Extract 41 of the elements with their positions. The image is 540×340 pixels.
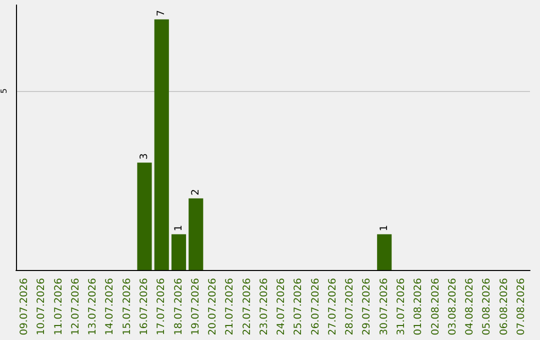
data-label: 3 xyxy=(139,153,150,160)
x-tick-label: 28.07.2026 xyxy=(344,278,356,336)
x-tick-label: 27.07.2026 xyxy=(327,278,338,336)
bar xyxy=(171,234,186,270)
bar xyxy=(154,19,169,270)
x-tick-label: 21.07.2026 xyxy=(224,278,236,336)
x-tick-label: 13.07.2026 xyxy=(88,278,99,336)
x-tick-label: 09.07.2026 xyxy=(19,278,30,336)
data-label: 7 xyxy=(156,10,168,16)
x-tick-label: 24.07.2026 xyxy=(276,278,288,336)
x-tick-label: 01.08.2026 xyxy=(413,278,424,336)
x-tick-label: 18.07.2026 xyxy=(173,278,184,336)
x-tick-label: 30.07.2026 xyxy=(378,278,390,336)
bar xyxy=(188,198,204,270)
x-tick-label: 10.07.2026 xyxy=(36,278,48,336)
x-tick-label: 26.07.2026 xyxy=(310,278,322,336)
data-label: 1 xyxy=(173,224,184,232)
y-tick-label: 5 xyxy=(0,88,8,94)
bar xyxy=(137,162,152,270)
x-tick-label: 07.08.2026 xyxy=(516,278,527,336)
x-tick-label: 29.07.2026 xyxy=(362,278,373,336)
x-tick-label: 04.08.2026 xyxy=(464,278,476,336)
x-tick-label: 25.07.2026 xyxy=(293,278,304,336)
x-tick-label: 23.07.2026 xyxy=(258,278,270,336)
x-tick-label: 03.08.2026 xyxy=(447,278,458,336)
x-tick-label: 19.07.2026 xyxy=(190,278,202,336)
x-tick-label: 14.07.2026 xyxy=(104,278,116,336)
x-tick-label: 20.07.2026 xyxy=(208,278,219,336)
x-tick-label: 06.08.2026 xyxy=(498,278,510,336)
x-tick-label: 31.07.2026 xyxy=(396,278,407,336)
bar xyxy=(377,234,392,270)
x-tick-label: 17.07.2026 xyxy=(156,278,168,336)
data-label: 2 xyxy=(190,189,202,196)
x-tick-label: 02.08.2026 xyxy=(430,278,442,336)
x-tick-label: 11.07.2026 xyxy=(53,278,64,336)
x-tick-label: 12.07.2026 xyxy=(70,278,82,336)
x-tick-label: 15.07.2026 xyxy=(122,278,133,336)
x-tick-label: 16.07.2026 xyxy=(139,278,150,336)
data-label: 1 xyxy=(378,224,390,232)
x-tick-label: 05.08.2026 xyxy=(482,278,493,336)
x-tick-label: 22.07.2026 xyxy=(242,278,253,336)
